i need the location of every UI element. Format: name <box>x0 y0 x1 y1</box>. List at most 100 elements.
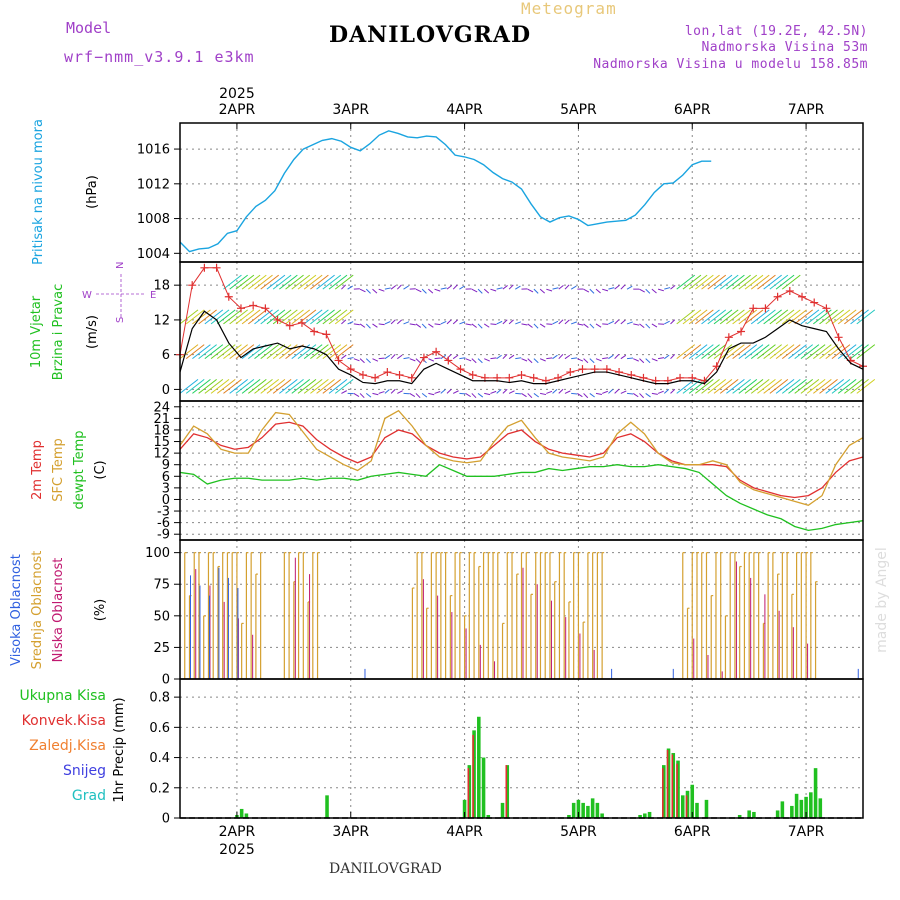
wind-barb <box>204 344 224 360</box>
wind-barb <box>446 285 453 290</box>
wind-barb <box>372 392 379 396</box>
direction-s-label: S <box>115 317 126 323</box>
precip-bar-total <box>680 795 685 818</box>
wind-barb <box>490 288 497 292</box>
wind-barb <box>229 344 248 360</box>
y-tick-label: 18 <box>153 423 170 438</box>
footer-station: DANILOVGRAD <box>329 861 442 877</box>
wind-barb <box>831 379 851 394</box>
wind-barb <box>372 288 378 294</box>
wind-barb <box>508 354 515 360</box>
precip-bar-total <box>586 805 590 818</box>
gust-marker <box>724 333 733 342</box>
precip-bar-total <box>500 802 505 818</box>
gust-marker <box>517 370 526 379</box>
precip-bar-total <box>486 814 491 818</box>
wind-barb <box>676 309 696 325</box>
wind-barb <box>210 309 230 325</box>
wind-barb <box>440 389 446 394</box>
wind-barb <box>322 344 342 360</box>
x-label-bottom-3APR: 3APR <box>332 824 369 840</box>
wind-barb <box>272 274 292 290</box>
wind-barb <box>546 357 553 360</box>
temp-title-sfc: SFC Temp <box>51 438 66 502</box>
y-tick-label: -9 <box>157 528 170 543</box>
station-title: DANILOVGRAD <box>329 22 532 48</box>
temp-line-sfc <box>179 409 864 506</box>
wind-barb <box>626 285 633 290</box>
wind-barb <box>539 358 546 362</box>
precip-bar-total <box>600 813 604 818</box>
wind-barb <box>837 309 857 325</box>
precip-bar-total <box>467 765 472 818</box>
wind-barb <box>291 309 311 325</box>
wind-barb <box>328 379 348 394</box>
gust-marker <box>322 330 331 339</box>
wind-barb <box>781 379 801 394</box>
wind-barb <box>626 357 634 360</box>
wind-barb <box>328 309 348 325</box>
wind-barb <box>241 274 261 290</box>
y-tick-label: 25 <box>153 641 170 656</box>
precip-bar-total <box>638 814 642 818</box>
wind-barb <box>713 274 733 290</box>
precip-bar-total <box>799 799 804 818</box>
wind-barb <box>316 309 335 325</box>
wind-barb <box>775 344 795 360</box>
y-tick-label: 1016 <box>137 143 170 158</box>
wind-barb <box>701 344 720 360</box>
wind-barb <box>185 344 205 360</box>
wind-barb <box>316 344 335 360</box>
wind-barb <box>334 274 354 290</box>
wind-barb <box>353 358 360 362</box>
precip-legend-0: Ukupna Kisa <box>19 688 106 704</box>
gust-marker <box>566 368 575 377</box>
wind-barb <box>527 358 533 364</box>
wind-barb <box>477 358 483 364</box>
wind-barb <box>185 379 205 394</box>
wind-barb <box>446 319 452 325</box>
wind-title-1: 10m Vjetar <box>29 295 44 368</box>
wind-barb <box>223 379 242 394</box>
year-label-top: 2025 <box>219 86 255 102</box>
precip-bar-total <box>576 799 581 818</box>
wind-barb <box>676 274 696 290</box>
cloud-title-low: Niska Oblacnost <box>51 558 66 663</box>
wind-barb <box>682 309 702 325</box>
wind-barb <box>428 392 435 396</box>
y-tick-label: 0.2 <box>149 781 170 796</box>
x-label-bottom-6APR: 6APR <box>674 824 711 840</box>
wind-barb <box>670 319 676 325</box>
wind-barb <box>744 274 764 290</box>
wind-barb <box>726 274 745 290</box>
wind-barb <box>626 321 633 325</box>
wind-barb <box>577 392 583 398</box>
wind-barb <box>639 393 645 399</box>
gust-marker <box>383 368 392 377</box>
wind-barb <box>589 323 595 329</box>
wind-barb <box>856 344 876 360</box>
y-tick-label: -6 <box>157 516 170 531</box>
wind-barb <box>508 319 514 325</box>
wind-barb <box>546 288 553 292</box>
wind-barb <box>539 288 546 294</box>
wind-barb <box>639 358 645 364</box>
gust-marker <box>407 373 416 382</box>
wind-barb <box>651 358 658 362</box>
precip-bar-total <box>685 790 690 818</box>
wind-barb <box>502 388 508 394</box>
wind-barb <box>713 309 733 325</box>
wind-barb <box>583 323 589 328</box>
direction-n-label: N <box>115 262 126 269</box>
gust-marker <box>529 373 538 382</box>
wind-barb <box>272 379 292 394</box>
wind-barb <box>247 309 267 325</box>
wind-barb <box>428 358 435 362</box>
precip-bar-total <box>804 796 808 818</box>
wind-barb <box>571 357 578 360</box>
gust-marker <box>297 318 306 327</box>
wind-barb <box>645 323 651 329</box>
wind-barb <box>602 357 609 360</box>
wind-barb <box>521 392 527 398</box>
wind-barb <box>310 379 329 394</box>
